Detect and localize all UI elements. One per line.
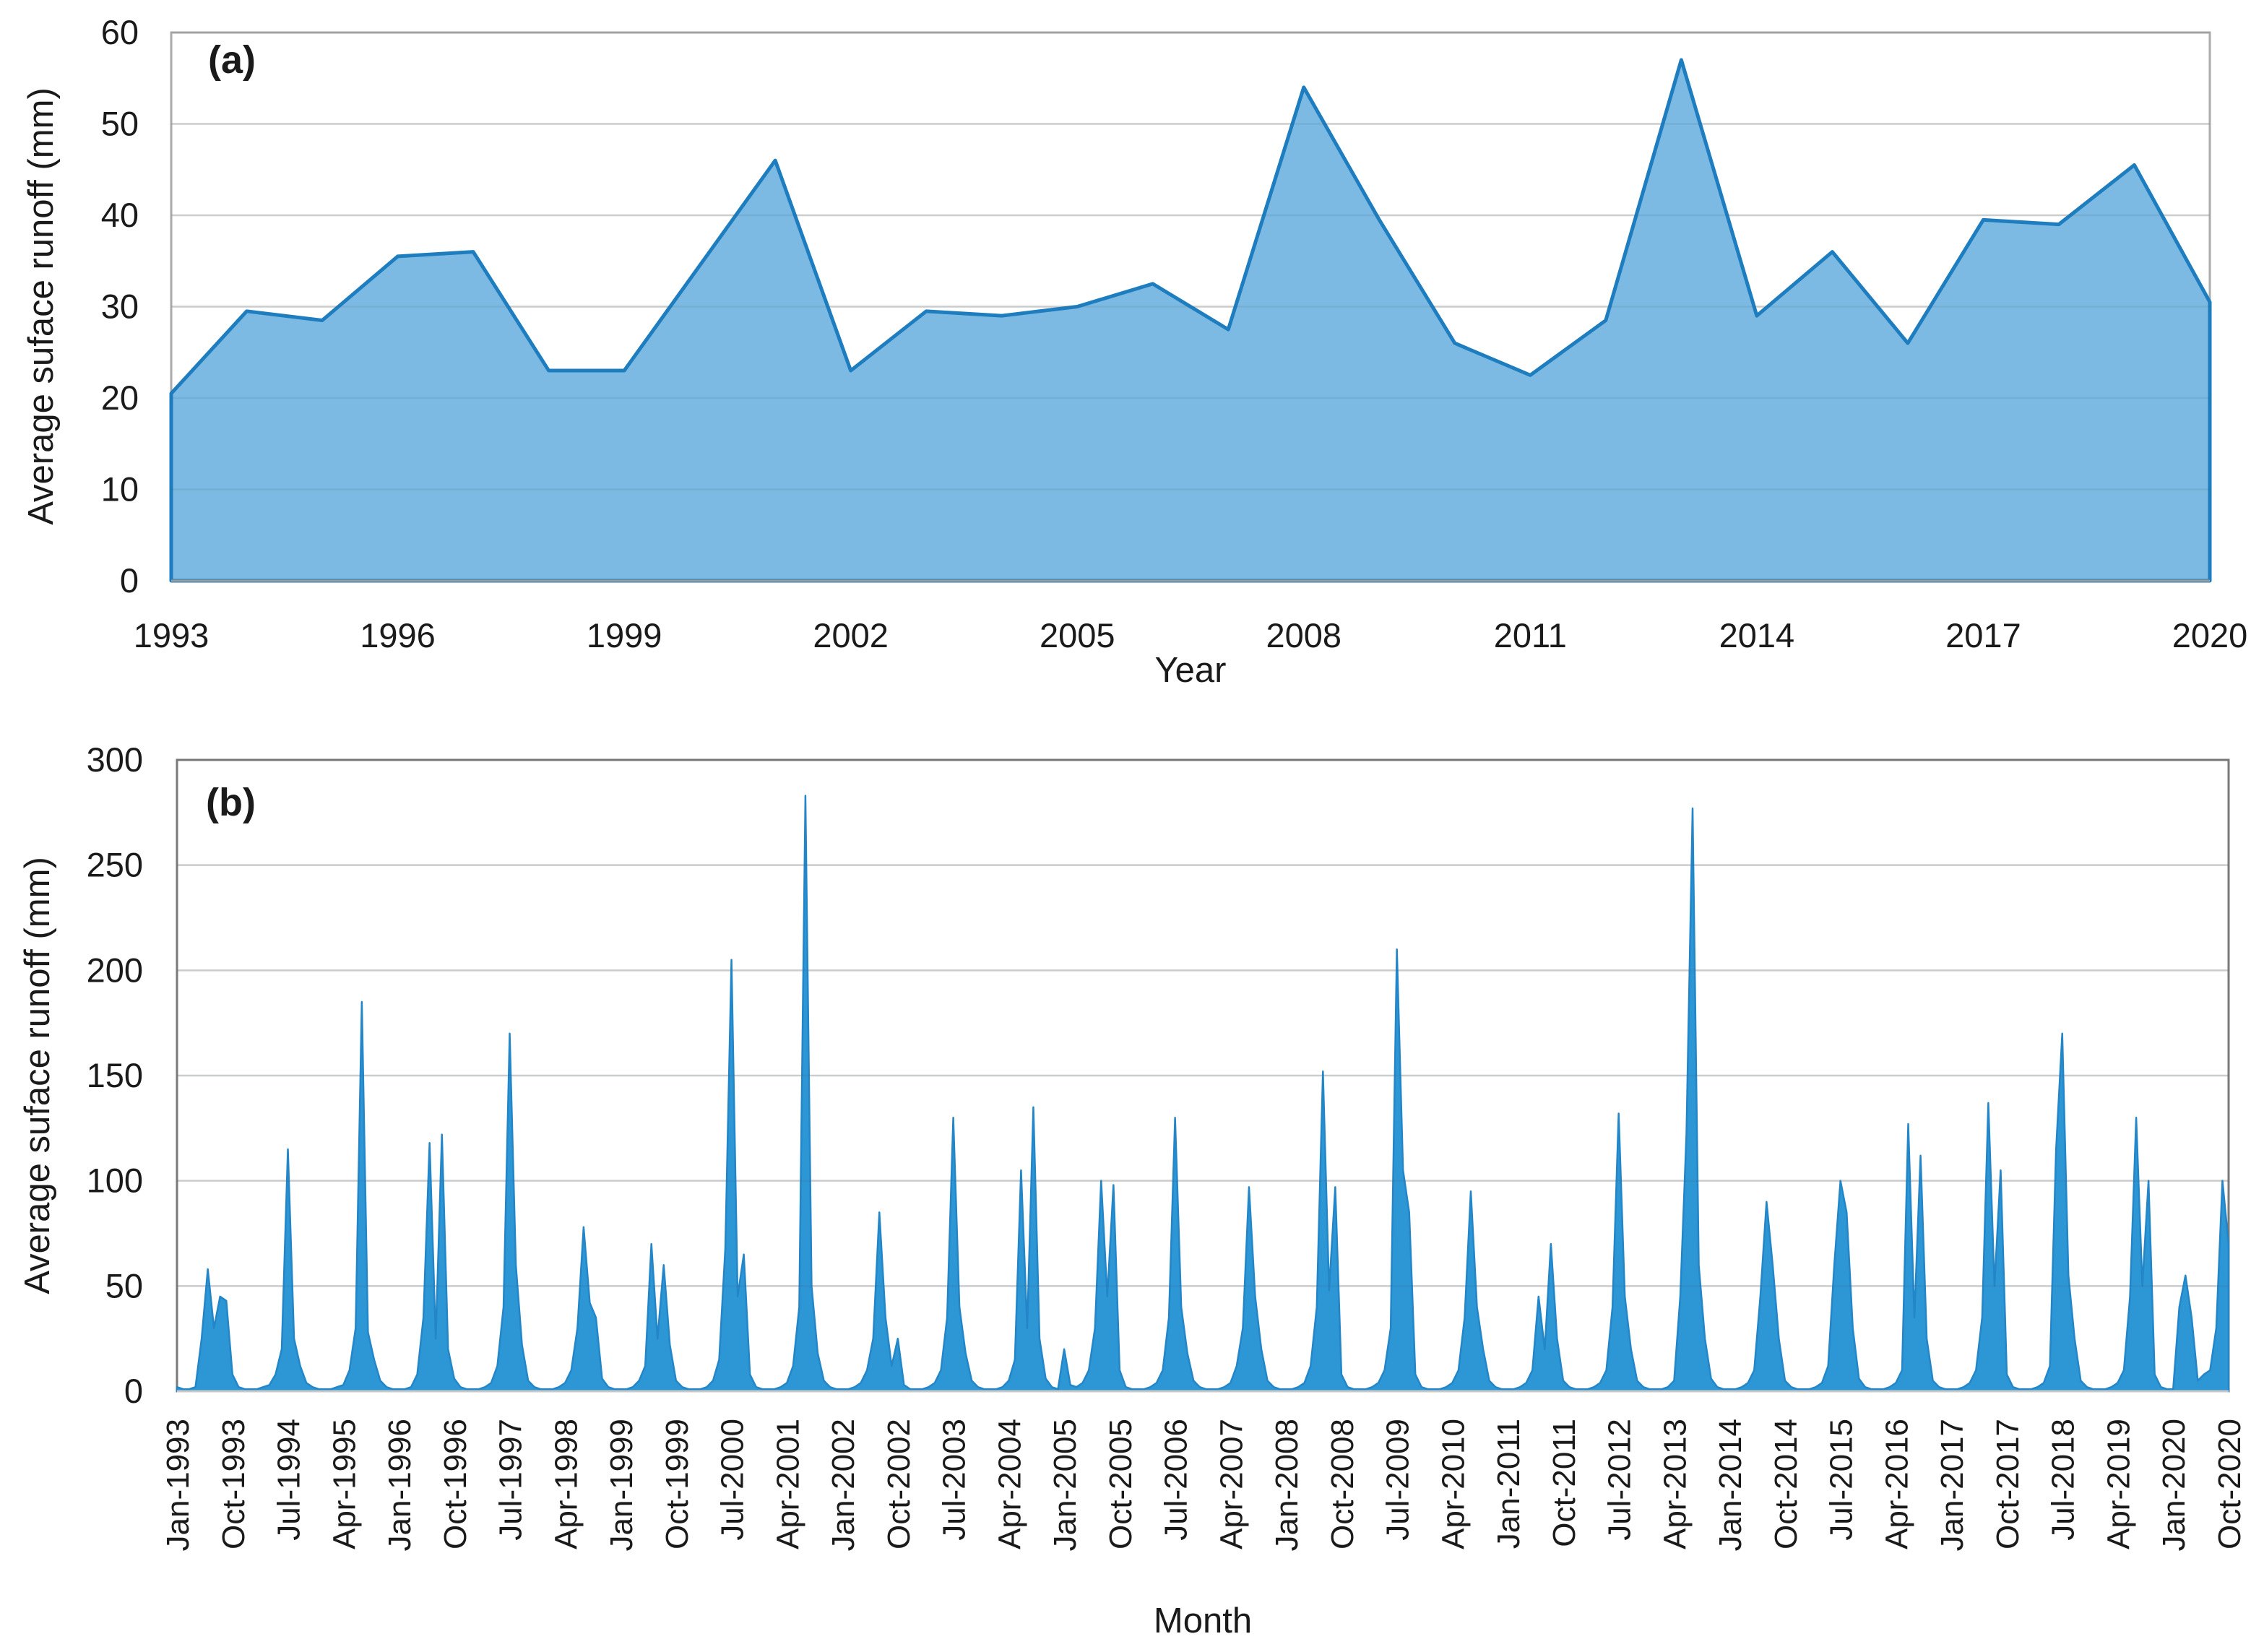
chart-a-y-tick-label: 40 <box>101 196 139 234</box>
chart-a-y-axis-title: Average suface runoff (mm) <box>22 87 61 525</box>
chart-b-x-tick-label: Oct-2011 <box>1547 1419 1582 1547</box>
chart-b-y-tick-label: 300 <box>87 740 143 779</box>
chart-b-x-tick-label: Oct-2014 <box>1768 1419 1804 1549</box>
chart-a-y-tick-label: 60 <box>101 13 139 51</box>
chart-b-x-tick-label: Jan-2014 <box>1713 1419 1748 1551</box>
chart-b-x-tick-label: Apr-2007 <box>1214 1419 1249 1549</box>
chart-a-area-series <box>169 58 2212 583</box>
chart-a-x-tick-label: 1999 <box>587 616 662 654</box>
chart-a-x-axis-title: Year <box>1154 651 1227 690</box>
chart-b-x-tick-label: Jul-2018 <box>2046 1419 2081 1541</box>
chart-b-y-tick-label: 150 <box>87 1056 143 1094</box>
chart-b-y-axis-title: Average suface runoff (mm) <box>18 857 57 1294</box>
chart-b-y-tick-label: 0 <box>124 1372 143 1410</box>
chart-b-x-tick-label: Jul-1997 <box>493 1419 529 1541</box>
chart-b-x-tick-label: Jan-2011 <box>1491 1419 1526 1549</box>
chart-b-x-tick-label: Apr-2013 <box>1657 1419 1693 1549</box>
chart-b-x-axis-title: Month <box>1153 1601 1253 1640</box>
panel-a-label: (a) <box>208 38 256 82</box>
chart-b-x-tick-label: Jan-2017 <box>1935 1419 1970 1551</box>
chart-b-x-tick-label: Oct-2008 <box>1325 1419 1360 1549</box>
chart-b-x-tick-label: Jan-2002 <box>826 1419 861 1551</box>
chart-a-y-tick-label: 20 <box>101 379 139 417</box>
panel-b-label: (b) <box>206 781 256 824</box>
chart-a-x-tick-label: 2002 <box>813 616 889 654</box>
chart-b-x-tick-label: Jan-2020 <box>2156 1419 2192 1551</box>
chart-b-x-tick-label: Jan-2008 <box>1269 1419 1305 1551</box>
chart-a-x-tick-label: 2014 <box>1719 616 1795 654</box>
chart-b-x-tick-label: Apr-2019 <box>2101 1419 2136 1549</box>
chart-b-x-tick-label: Oct-2017 <box>1990 1419 2026 1549</box>
chart-b-x-tick-label: Oct-1996 <box>438 1419 473 1549</box>
chart-b-x-tick-label: Jul-2000 <box>715 1419 751 1541</box>
chart-b-x-tick-label: Jul-2015 <box>1824 1419 1859 1541</box>
chart-b-y-tick-label: 200 <box>87 951 143 989</box>
chart-a-x-tick-label: 2008 <box>1266 616 1341 654</box>
chart-b-x-tick-label: Oct-2005 <box>1103 1419 1139 1549</box>
chart-a-x-tick-label: 1996 <box>360 616 436 654</box>
chart-b-x-tick-label: Jul-2009 <box>1381 1419 1416 1541</box>
chart-b-x-tick-label: Jul-2003 <box>937 1419 972 1541</box>
chart-b-area-series <box>176 795 2230 1393</box>
chart-b-x-tick-label: Oct-1993 <box>216 1419 251 1549</box>
chart-b-x-tick-label: Jan-1993 <box>160 1419 196 1551</box>
chart-b-x-tick-label: Jan-1999 <box>604 1419 639 1551</box>
chart-b-x-tick-label: Apr-2004 <box>992 1419 1027 1549</box>
chart-b-x-tick-label: Jul-2012 <box>1602 1419 1638 1541</box>
chart-a-x-tick-label: 2005 <box>1040 616 1115 654</box>
chart-a-x-tick-label: 2017 <box>1945 616 2021 654</box>
chart-a-y-tick-label: 30 <box>101 287 139 326</box>
chart-b-y-tick-label: 50 <box>105 1266 143 1305</box>
chart-a-x-tick-label: 2020 <box>2172 616 2248 654</box>
chart-b-x-tick-label: Oct-2002 <box>881 1419 917 1549</box>
chart-b-x-tick-label: Jul-2006 <box>1159 1419 1194 1541</box>
chart-a-y-tick-label: 0 <box>120 561 139 600</box>
chart-a-y-tick-label: 50 <box>101 105 139 143</box>
chart-b-x-tick-label: Apr-2016 <box>1879 1419 1914 1549</box>
chart-b-x-tick-label: Jan-1996 <box>382 1419 418 1551</box>
chart-b-y-tick-label: 250 <box>87 846 143 884</box>
chart-b-x-tick-label: Apr-2001 <box>770 1419 805 1549</box>
chart-b-x-tick-label: Jan-2005 <box>1047 1419 1083 1551</box>
chart-a-x-tick-label: 2011 <box>1494 616 1567 654</box>
chart-b-x-tick-label: Oct-2020 <box>2212 1419 2247 1549</box>
chart-b-y-tick-label: 100 <box>87 1162 143 1200</box>
chart-b-x-tick-label: Apr-2010 <box>1435 1419 1471 1549</box>
chart-a-x-tick-label: 1993 <box>134 616 209 654</box>
chart-b-x-tick-label: Oct-1999 <box>660 1419 695 1549</box>
chart-b-x-tick-label: Apr-1998 <box>548 1419 584 1549</box>
chart-a-y-tick-label: 10 <box>101 470 139 509</box>
chart-b-x-tick-label: Apr-1995 <box>327 1419 362 1549</box>
chart-b-x-tick-label: Jul-1994 <box>272 1419 307 1541</box>
